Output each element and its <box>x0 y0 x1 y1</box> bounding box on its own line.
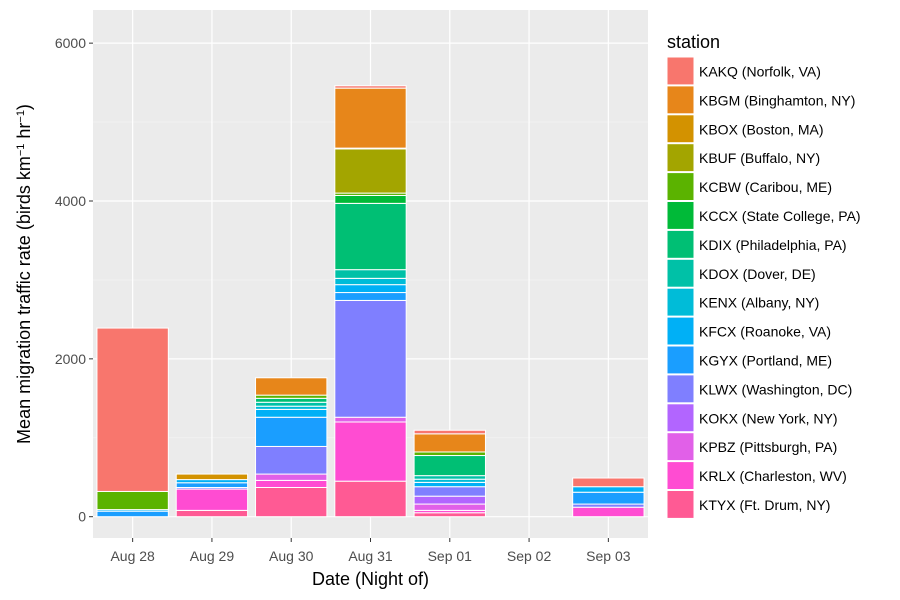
bar-segment <box>175 488 249 511</box>
bar-segment <box>334 85 407 89</box>
bar-segment <box>255 445 328 475</box>
legend-label: KCCX (State College, PA) <box>699 208 861 224</box>
bar-segment <box>334 421 407 482</box>
bar-segment <box>413 481 486 488</box>
bar-segment <box>572 506 645 518</box>
legend-label: KDIX (Philadelphia, PA) <box>699 237 847 253</box>
legend-label: KGYX (Portland, ME) <box>699 352 832 368</box>
legend-label: KBOX (Boston, MA) <box>699 121 823 137</box>
x-tick-label: Aug 28 <box>110 548 155 564</box>
bar-segment <box>413 451 486 457</box>
bar-segment <box>255 377 328 396</box>
bar-segment <box>334 299 407 418</box>
legend-title: station <box>667 32 720 52</box>
bar-segment <box>96 327 169 492</box>
bar-segment <box>255 401 328 407</box>
legend-key <box>666 403 695 433</box>
bar-segment <box>413 512 486 518</box>
legend-key <box>666 345 695 375</box>
legend-label: KBUF (Buffalo, NY) <box>699 150 820 166</box>
x-tick-label: Aug 31 <box>348 548 393 564</box>
bar-segment <box>334 292 407 301</box>
legend-key <box>666 85 695 115</box>
legend-key <box>666 316 695 346</box>
y-axis-title: Mean migration traffic rate (birds km−1 … <box>14 104 34 444</box>
legend: station KAKQ (Norfolk, VA) KBGM (Binghamt… <box>666 32 861 519</box>
y-tick-label: 6000 <box>55 35 86 51</box>
x-tick-label: Sep 03 <box>586 548 631 564</box>
legend-label: KRLX (Charleston, WV) <box>699 468 847 484</box>
legend-key <box>666 258 695 288</box>
bar-segment <box>572 486 645 493</box>
bar-segment <box>255 486 328 518</box>
bar-segment <box>413 486 486 497</box>
bar-segment <box>334 194 407 204</box>
bar-segment <box>334 148 407 194</box>
bar-segment <box>413 433 486 453</box>
legend-label: KBGM (Binghamton, NY) <box>699 92 855 108</box>
bar-segment <box>175 473 249 481</box>
bar-segment <box>334 87 407 149</box>
legend-label: KOKX (New York, NY) <box>699 410 838 426</box>
legend-label: KENX (Albany, NY) <box>699 295 819 311</box>
legend-key <box>666 143 695 173</box>
legend-key <box>666 490 695 519</box>
bars <box>96 85 645 518</box>
bar-segment <box>255 408 328 418</box>
x-tick-label: Aug 30 <box>269 548 314 564</box>
bar-segment <box>413 503 486 511</box>
y-tick-label: 0 <box>78 509 86 525</box>
x-axis: Aug 28 Aug 29 Aug 30 Aug 31 Sep 01 Sep 02 Sep … <box>110 538 631 564</box>
legend-label: KDOX (Dover, DE) <box>699 266 816 282</box>
legend-key <box>666 114 695 144</box>
bar-segment <box>334 284 407 294</box>
bar-segment <box>334 480 407 518</box>
bar-segment <box>255 416 328 447</box>
bar-segment <box>96 490 169 511</box>
bar-segment <box>175 482 249 488</box>
legend-key <box>666 229 695 259</box>
bar-segment <box>255 473 328 481</box>
legend-label: KLWX (Washington, DC) <box>699 381 852 397</box>
legend-key <box>666 201 695 230</box>
legend-key <box>666 172 695 202</box>
bar-segment <box>413 495 486 505</box>
x-tick-label: Aug 29 <box>190 548 235 564</box>
x-axis-title: Date (Night of) <box>312 569 429 589</box>
bar-segment <box>96 510 169 518</box>
legend-label: KAKQ (Norfolk, VA) <box>699 63 821 79</box>
legend-label: KFCX (Roanoke, VA) <box>699 324 831 340</box>
legend-key <box>666 374 695 404</box>
bar-segment <box>572 491 645 505</box>
y-tick-label: 4000 <box>55 193 86 209</box>
bar-segment <box>334 269 407 279</box>
bar-segment <box>255 479 328 488</box>
legend-label: KTYX (Ft. Drum, NY) <box>699 497 830 513</box>
bar-segment <box>255 397 328 403</box>
y-tick-label: 2000 <box>55 351 86 367</box>
bar-segment <box>334 202 407 271</box>
bar-segment <box>413 429 486 435</box>
legend-key <box>666 432 695 462</box>
bar-segment <box>572 477 645 488</box>
legend-key <box>666 56 695 86</box>
legend-label: KPBZ (Pittsburgh, PA) <box>699 439 837 455</box>
bar-segment <box>334 416 407 423</box>
legend-key <box>666 461 695 491</box>
bar-segment <box>334 277 407 286</box>
legend-label: KCBW (Caribou, ME) <box>699 179 832 195</box>
bar-segment <box>413 475 486 480</box>
bar-segment <box>175 509 249 518</box>
y-axis: 0 2000 4000 6000 <box>55 35 93 525</box>
bar-segment <box>413 455 486 477</box>
legend-key <box>666 287 695 317</box>
x-tick-label: Sep 01 <box>428 548 473 564</box>
x-tick-label: Sep 02 <box>507 548 552 564</box>
